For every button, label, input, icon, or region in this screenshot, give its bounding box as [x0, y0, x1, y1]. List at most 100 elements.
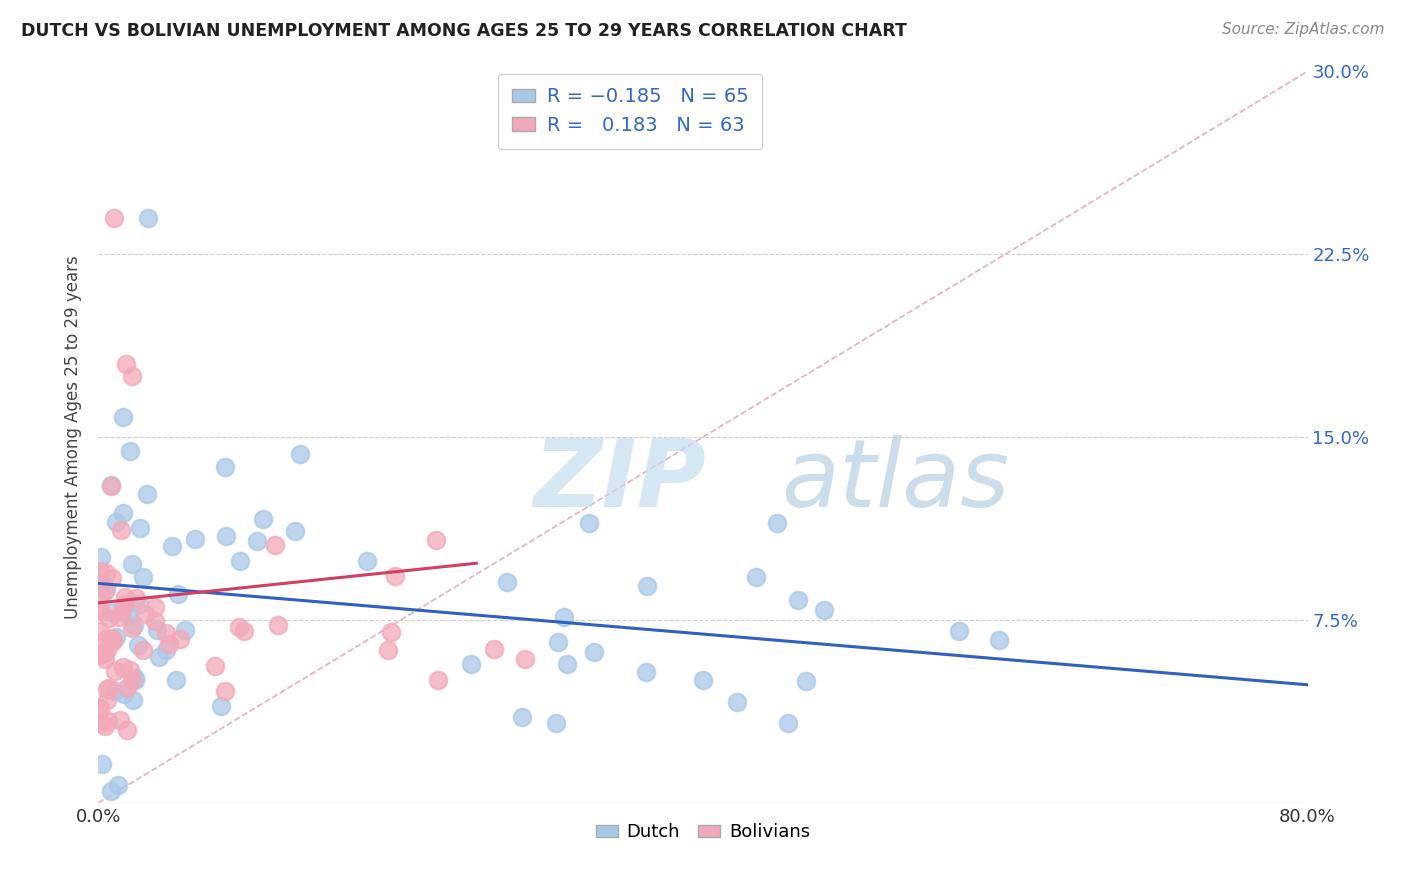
Point [155, 625, 177, 640]
Point [100, 477, 122, 491]
Point [121, 558, 143, 572]
Point [89, 564, 111, 578]
Text: ZIP: ZIP [534, 435, 707, 527]
Point [165, 673, 187, 687]
Point [290, 447, 312, 461]
Point [636, 578, 658, 592]
Point [94, 582, 117, 596]
Point [380, 625, 402, 640]
Point [101, 571, 124, 585]
Point [214, 684, 236, 698]
Point [583, 645, 606, 659]
Point [121, 369, 143, 384]
Point [112, 410, 135, 425]
Point [111, 660, 134, 674]
Point [118, 663, 141, 677]
Point [105, 516, 128, 530]
Point [214, 529, 236, 543]
Point [91, 756, 114, 771]
Y-axis label: Unemployment Among Ages 25 to 29 years: Unemployment Among Ages 25 to 29 years [65, 255, 83, 619]
Legend: Dutch, Bolivians: Dutch, Bolivians [589, 816, 817, 848]
Point [143, 614, 166, 628]
Point [377, 643, 399, 657]
Point [110, 523, 132, 537]
Point [122, 618, 145, 632]
Point [173, 623, 195, 637]
Point [482, 642, 505, 657]
Point [101, 631, 124, 645]
Point [108, 713, 131, 727]
Point [121, 621, 143, 635]
Point [246, 533, 269, 548]
Point [89, 601, 111, 615]
Point [134, 607, 156, 622]
Text: Source: ZipAtlas.com: Source: ZipAtlas.com [1222, 22, 1385, 37]
Point [98, 681, 121, 695]
Point [813, 603, 835, 617]
Point [94, 719, 117, 733]
Point [98, 611, 121, 625]
Point [112, 597, 135, 611]
Point [96, 693, 118, 707]
Point [228, 620, 250, 634]
Point [121, 693, 143, 707]
Point [117, 723, 139, 737]
Point [100, 783, 122, 797]
Point [90, 550, 112, 565]
Point [146, 624, 169, 638]
Point [546, 715, 568, 730]
Point [136, 211, 159, 225]
Point [787, 592, 810, 607]
Point [425, 533, 447, 547]
Point [103, 634, 125, 648]
Point [988, 632, 1011, 647]
Point [96, 632, 118, 647]
Point [124, 671, 146, 685]
Point [97, 714, 120, 728]
Point [136, 487, 159, 501]
Point [89, 648, 111, 662]
Point [169, 632, 191, 647]
Point [127, 638, 149, 652]
Point [104, 630, 127, 644]
Text: DUTCH VS BOLIVIAN UNEMPLOYMENT AMONG AGES 25 TO 29 YEARS CORRELATION CHART: DUTCH VS BOLIVIAN UNEMPLOYMENT AMONG AGE… [21, 22, 907, 40]
Point [510, 709, 533, 723]
Point [143, 600, 166, 615]
Point [108, 609, 131, 624]
Point [267, 617, 290, 632]
Point [157, 637, 180, 651]
Point [129, 521, 152, 535]
Point [132, 570, 155, 584]
Point [89, 701, 111, 715]
Point [204, 659, 226, 673]
Point [745, 570, 768, 584]
Point [114, 590, 136, 604]
Point [111, 604, 134, 618]
Point [94, 646, 117, 660]
Point [264, 538, 287, 552]
Point [252, 512, 274, 526]
Point [111, 506, 134, 520]
Point [97, 641, 120, 656]
Point [636, 665, 658, 680]
Point [765, 516, 787, 530]
Point [692, 673, 714, 688]
Point [148, 650, 170, 665]
Point [209, 698, 232, 713]
Point [89, 586, 111, 600]
Text: atlas: atlas [782, 435, 1010, 526]
Point [94, 566, 117, 581]
Point [89, 604, 111, 618]
Point [115, 681, 138, 695]
Point [121, 673, 143, 687]
Point [89, 702, 111, 716]
Point [160, 539, 183, 553]
Point [155, 642, 177, 657]
Point [233, 624, 256, 639]
Point [118, 607, 141, 622]
Point [167, 587, 190, 601]
Point [183, 532, 205, 546]
Point [284, 524, 307, 539]
Point [89, 624, 111, 639]
Point [114, 357, 136, 371]
